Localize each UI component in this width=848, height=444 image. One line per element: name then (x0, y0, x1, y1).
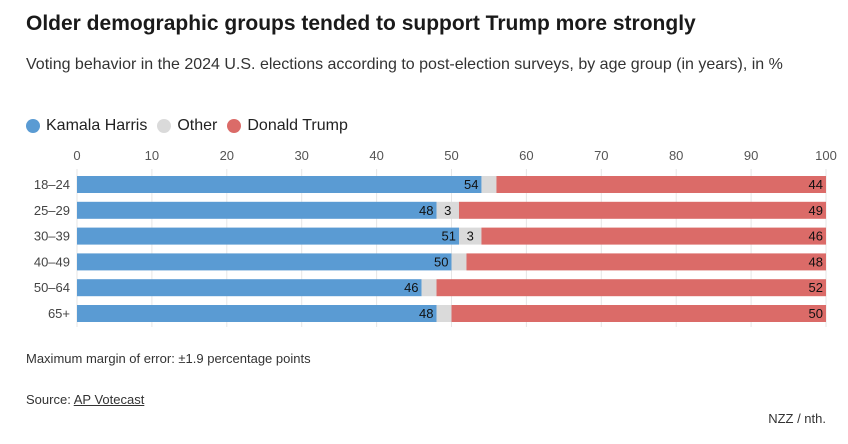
data-label: 46 (404, 280, 418, 295)
category-label: 30–39 (34, 229, 70, 244)
credit: NZZ / nth. (768, 411, 826, 426)
chart-subtitle: Voting behavior in the 2024 U.S. electio… (26, 56, 783, 73)
bar-segment (481, 227, 826, 245)
bar-segment (458, 227, 482, 245)
legend-item-harris: Kamala Harris (26, 117, 147, 135)
x-tick-label: 50 (444, 148, 458, 163)
bar-segment (458, 201, 826, 219)
category-label: 50–64 (34, 280, 70, 295)
x-tick-label: 70 (594, 148, 608, 163)
data-label: 3 (444, 203, 451, 218)
legend-swatch-other (157, 119, 172, 133)
x-tick-label: 10 (145, 148, 159, 163)
data-label: 48 (419, 306, 433, 321)
bar-segment (436, 279, 826, 297)
data-label: 50 (809, 306, 823, 321)
legend-label-other: Other (177, 117, 218, 134)
data-label: 51 (442, 229, 456, 244)
x-tick-label: 30 (294, 148, 308, 163)
bar-segment (77, 305, 437, 322)
data-label: 3 (467, 229, 474, 244)
source-label: Source: (26, 392, 71, 407)
legend: Kamala Harris Other Donald Trump (26, 117, 358, 135)
legend-label-harris: Kamala Harris (46, 117, 148, 134)
data-label: 44 (809, 177, 823, 192)
chart-title: Older demographic groups tended to suppo… (26, 12, 696, 35)
legend-swatch-trump (227, 119, 242, 133)
bar-segment (77, 227, 459, 245)
bar-segment (466, 253, 826, 271)
bar-segment (436, 305, 452, 322)
bar-segment (77, 201, 437, 219)
bar-segment (451, 305, 826, 322)
x-tick-label: 100 (815, 148, 837, 163)
margin-of-error-note: Maximum margin of error: ±1.9 percentage… (26, 351, 311, 366)
category-label: 18–24 (34, 177, 70, 192)
source-link[interactable]: AP Votecast (73, 392, 145, 407)
x-tick-label: 0 (73, 148, 80, 163)
data-label: 48 (419, 203, 433, 218)
category-label: 40–49 (34, 254, 70, 269)
x-tick-label: 40 (369, 148, 383, 163)
data-label: 54 (464, 177, 478, 192)
bar-segment (496, 176, 826, 193)
data-label: 52 (809, 280, 823, 295)
data-label: 48 (809, 254, 823, 269)
bar-segment (77, 279, 422, 297)
x-tick-label: 20 (220, 148, 234, 163)
bar-segment (421, 279, 437, 297)
bar-segment (451, 253, 467, 271)
data-label: 49 (809, 203, 823, 218)
legend-item-other: Other (157, 117, 217, 135)
legend-item-trump: Donald Trump (227, 117, 348, 135)
bar-segment (481, 176, 497, 193)
category-label: 65+ (48, 306, 70, 321)
x-tick-label: 60 (519, 148, 533, 163)
bar-segment (436, 201, 459, 219)
legend-label-trump: Donald Trump (247, 117, 348, 134)
x-tick-label: 80 (669, 148, 683, 163)
category-label: 25–29 (34, 203, 70, 218)
x-tick-label: 90 (744, 148, 758, 163)
data-label: 46 (809, 229, 823, 244)
legend-swatch-harris (26, 119, 40, 133)
bar-segment (77, 176, 482, 193)
bar-segment (77, 253, 452, 271)
source-line: Source: AP Votecast (26, 392, 144, 407)
data-label: 50 (434, 254, 448, 269)
